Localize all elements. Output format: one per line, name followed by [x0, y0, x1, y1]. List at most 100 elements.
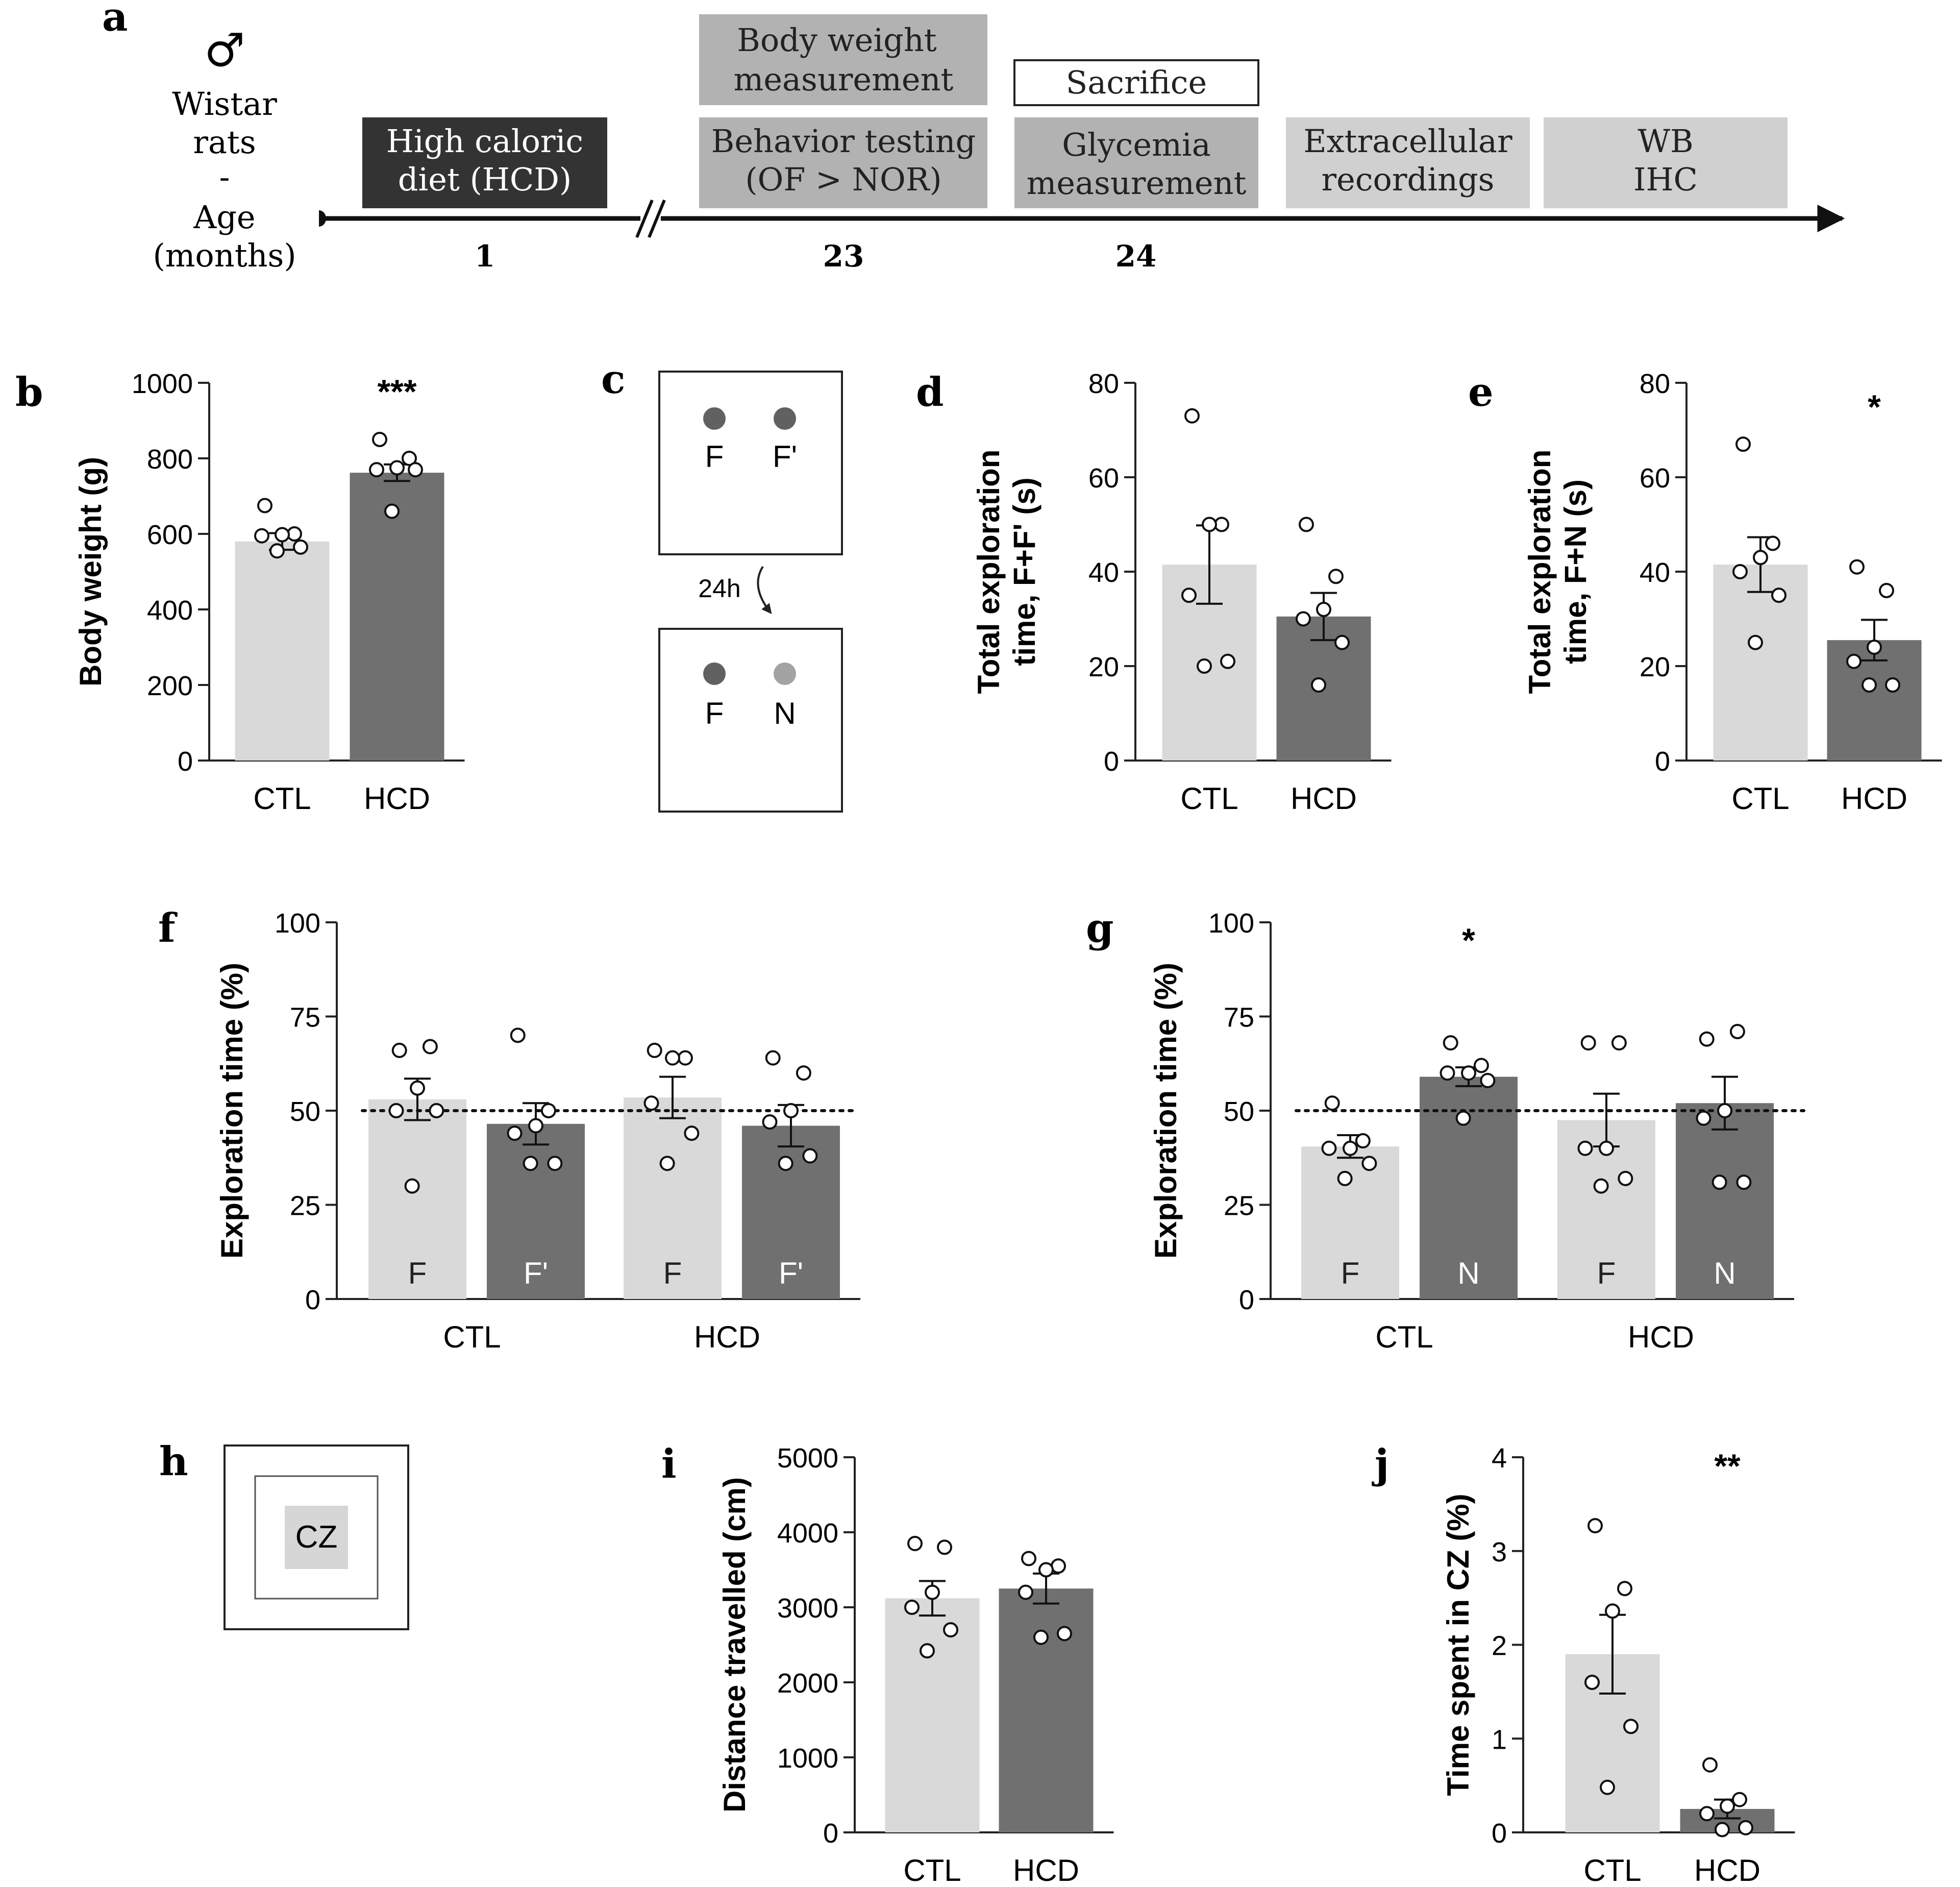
- data-point: [1181, 587, 1197, 603]
- box-text: Behavior testing: [711, 122, 976, 160]
- y-tick-label: 80: [1088, 369, 1119, 399]
- box-text: measurement: [1027, 164, 1247, 202]
- data-point: [1711, 1174, 1727, 1190]
- data-point: [677, 1050, 693, 1066]
- data-point: [389, 460, 405, 476]
- data-point: [643, 1095, 659, 1111]
- data-point: [372, 432, 387, 447]
- y-tick-label: 25: [290, 1191, 320, 1221]
- y-axis-label-line: Total exploration: [972, 450, 1006, 694]
- data-point: [1355, 1133, 1371, 1149]
- box-text: recordings: [1322, 161, 1495, 198]
- data-point: [402, 451, 417, 466]
- data-point: [1461, 1065, 1476, 1081]
- data-point: [1584, 1675, 1600, 1690]
- object-familiar-icon: [703, 407, 726, 430]
- timeline-tick: 23: [823, 239, 864, 274]
- data-point: [1480, 1072, 1496, 1088]
- object-familiar-icon: [774, 407, 796, 430]
- data-point: [1038, 1562, 1054, 1578]
- y-tick-label: 0: [1239, 1285, 1254, 1315]
- object-novel-icon: [774, 663, 796, 685]
- arena-test: [658, 628, 843, 813]
- data-point: [1473, 1058, 1489, 1073]
- data-point: [1846, 653, 1862, 669]
- y-axis-label: Total explorationtime, F+N (s): [1523, 450, 1593, 694]
- panel-letter-c: c: [601, 356, 626, 403]
- y-tick-label: 1: [1492, 1724, 1507, 1755]
- bar-inner-label: N: [1457, 1256, 1479, 1290]
- group-label: CTL: [443, 1320, 501, 1354]
- y-tick-label: 0: [823, 1818, 838, 1849]
- bar: [885, 1598, 980, 1832]
- data-point: [1699, 1806, 1715, 1822]
- box-text: Glycemia: [1062, 126, 1210, 163]
- panel-h: h CZ: [159, 1438, 409, 1630]
- data-point: [429, 1103, 444, 1118]
- data-point: [1699, 1031, 1715, 1047]
- group-label: CTL: [1375, 1320, 1433, 1354]
- data-point: [1623, 1719, 1639, 1734]
- data-point: [1184, 408, 1200, 424]
- data-point: [1849, 559, 1865, 575]
- data-point: [925, 1584, 940, 1600]
- arena-sample: [658, 371, 843, 555]
- y-tick-label: 50: [290, 1096, 320, 1127]
- data-point: [1753, 550, 1768, 566]
- data-point: [1867, 640, 1882, 655]
- panel-letter: g: [1086, 905, 1114, 951]
- data-point: [1316, 602, 1331, 617]
- bar-inner-label: N: [1714, 1256, 1735, 1290]
- significance-marker: *: [1868, 388, 1881, 426]
- data-point: [1361, 1156, 1377, 1171]
- panel-c: c F F' 24h F N: [601, 356, 843, 813]
- box-text: WB: [1638, 122, 1693, 160]
- bar: [1676, 1103, 1774, 1299]
- data-point: [1717, 1103, 1732, 1118]
- data-point: [802, 1148, 818, 1164]
- y-tick-label: 60: [1640, 463, 1670, 494]
- data-point: [410, 1080, 425, 1096]
- data-point: [1862, 677, 1877, 693]
- data-point: [684, 1125, 700, 1141]
- data-point: [1334, 634, 1350, 650]
- x-tick-label: CTL: [253, 781, 311, 816]
- y-axis-label-line: time, F+N (s): [1558, 479, 1593, 664]
- data-point: [1580, 1035, 1596, 1051]
- box-text: IHC: [1633, 161, 1698, 198]
- data-point: [404, 1178, 420, 1194]
- open-field-arena: [224, 1444, 409, 1630]
- y-tick-label: 0: [305, 1285, 320, 1315]
- x-tick-label: HCD: [1291, 781, 1357, 816]
- y-axis-label-line: Time spent in CZ (%): [1441, 1493, 1475, 1796]
- y-tick-label: 600: [147, 520, 193, 550]
- center-zone: [285, 1506, 348, 1569]
- x-tick-label: CTL: [1583, 1853, 1641, 1887]
- x-tick-label: CTL: [1731, 781, 1789, 816]
- x-tick-label: HCD: [1013, 1853, 1079, 1887]
- glycemia-box: [1014, 117, 1258, 208]
- group-label: HCD: [694, 1320, 760, 1354]
- wb-ihc-box: [1544, 117, 1788, 208]
- data-point: [422, 1039, 438, 1055]
- data-point: [1587, 1518, 1603, 1534]
- subject-line: -: [219, 158, 230, 195]
- data-point: [1197, 658, 1212, 674]
- data-point: [1696, 1110, 1711, 1126]
- data-point: [904, 1600, 920, 1615]
- bar-inner-label: F: [663, 1256, 682, 1290]
- data-point: [1057, 1626, 1072, 1641]
- open-field-inner-zone: [254, 1475, 379, 1600]
- y-axis-label: Body weight (g): [73, 457, 108, 687]
- data-point: [275, 527, 290, 543]
- subject-line: (months): [153, 237, 296, 274]
- timeline-tick: 24: [1115, 239, 1157, 274]
- chart-i: i Distance travelled (cm) 0 1000 2000 3000 400…: [661, 1441, 1114, 1887]
- box-text: Extracellular: [1303, 122, 1512, 160]
- panel-a: a ♂ Wistar rats - Age (months) 1 23 24 H…: [102, 0, 1845, 274]
- y-tick-label: 40: [1640, 557, 1670, 588]
- data-point: [920, 1643, 935, 1659]
- chart-f: f Exploration time (%) 0 25 50 75 100 CTL HCD F F'…: [158, 905, 860, 1354]
- significance-marker: ***: [377, 373, 416, 410]
